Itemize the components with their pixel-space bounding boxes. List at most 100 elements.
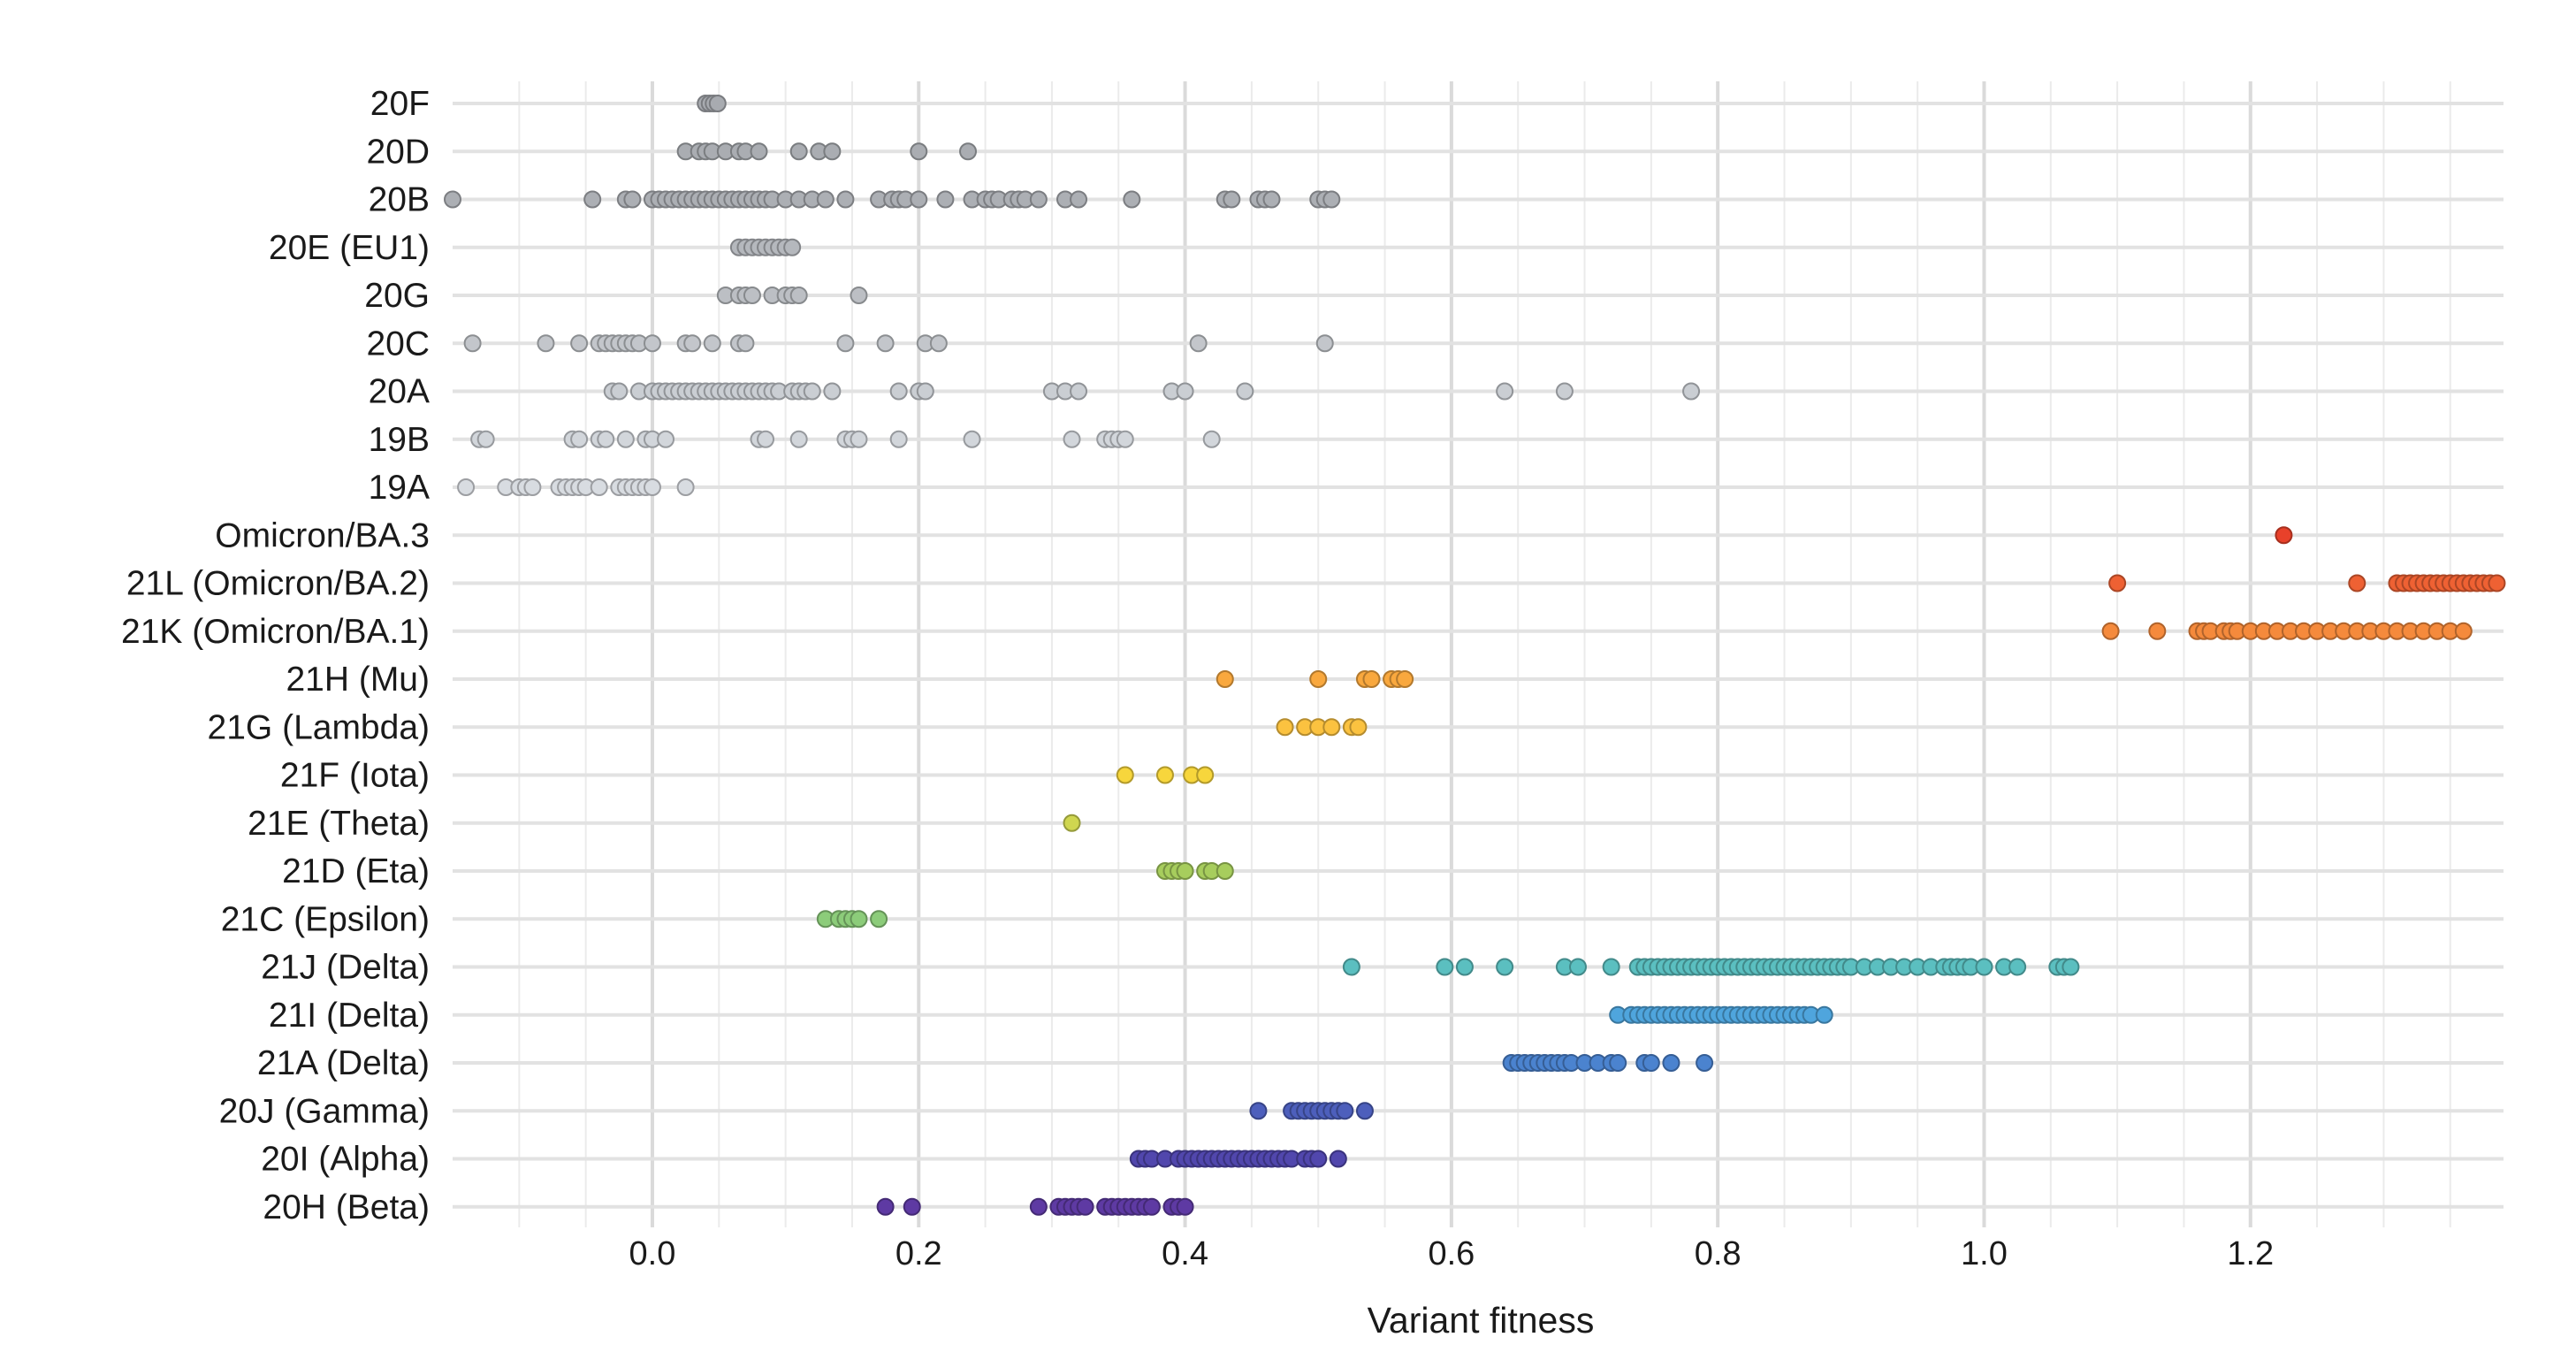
category-label-19b: 19B <box>369 421 430 459</box>
data-point-19b <box>616 430 635 448</box>
category-label-21f-iota: 21F (Iota) <box>280 757 430 795</box>
data-point-20c <box>836 334 855 353</box>
data-point-21h-mu <box>1309 670 1328 688</box>
data-point-21j-delta <box>1568 958 1587 976</box>
data-point-20a <box>889 382 908 401</box>
data-point-20c <box>463 334 482 353</box>
data-point-20j-gamma <box>1249 1102 1268 1120</box>
data-point-20c <box>1315 334 1334 353</box>
data-point-20b <box>623 190 642 209</box>
data-point-21a-delta <box>1662 1054 1680 1072</box>
data-point-21j-delta <box>1436 958 1454 976</box>
category-label-20e-eu1: 20E (EU1) <box>269 229 430 267</box>
data-point-21j-delta <box>2008 958 2027 976</box>
data-point-20b <box>836 190 855 209</box>
data-point-19a <box>676 478 695 496</box>
data-point-20i-alpha <box>1309 1150 1328 1168</box>
data-point-20b <box>910 190 928 209</box>
category-label-21a-delta: 21A (Delta) <box>257 1044 430 1082</box>
data-point-20h-beta <box>903 1197 921 1216</box>
category-labels: 20F 20D 20B 20E (EU1) 20G 20C 20A 19B 19A Omicron… <box>121 85 430 1226</box>
data-point-19b <box>570 430 589 448</box>
data-point-19b <box>597 430 615 448</box>
data-point-20j-gamma <box>1355 1102 1374 1120</box>
data-point-20d <box>750 142 768 161</box>
data-point-20a <box>823 382 842 401</box>
data-point-21f-iota <box>1155 766 1174 784</box>
category-label-21e-theta: 21E (Theta) <box>248 805 430 843</box>
data-point-20b <box>816 190 835 209</box>
data-point-20h-beta <box>876 1197 895 1216</box>
x-axis-title: Variant fitness <box>1368 1300 1595 1341</box>
data-point-20g <box>743 287 761 304</box>
data-point-20b <box>1322 190 1341 209</box>
data-point-20h-beta <box>1029 1197 1048 1216</box>
data-point-19b <box>963 430 981 448</box>
data-point-19a <box>643 478 661 496</box>
data-point-21h-mu <box>1362 670 1381 688</box>
data-point-21g-lambda <box>1322 718 1341 737</box>
data-point-20c <box>876 334 895 353</box>
data-point-20a <box>916 382 934 401</box>
data-point-21a-delta <box>1642 1054 1660 1072</box>
data-point-20d <box>959 142 978 161</box>
data-point-21k-omicron-ba-1 <box>2148 622 2167 640</box>
data-point-20a <box>1496 382 1514 401</box>
data-point-19a <box>457 478 476 496</box>
data-point-20c <box>570 334 589 353</box>
category-label-20a: 20A <box>369 373 430 411</box>
data-point-21c-epsilon <box>870 910 888 928</box>
data-point-19a <box>590 478 608 496</box>
category-label-20f: 20F <box>370 85 430 123</box>
data-point-19b <box>789 430 808 448</box>
data-point-20d <box>789 142 808 161</box>
x-tick-label: 0.8 <box>1695 1235 1741 1272</box>
data-point-21d-eta <box>1216 862 1234 880</box>
data-point-20c <box>683 334 702 353</box>
data-point-21j-delta <box>1342 958 1360 976</box>
data-point-20c <box>736 334 755 353</box>
x-tick-labels: 0.0 0.2 0.4 0.6 0.8 1.0 1.2 <box>629 1235 2275 1272</box>
data-point-20a <box>1236 382 1254 401</box>
category-label-20d: 20D <box>366 133 430 171</box>
data-point-20f <box>708 95 727 112</box>
category-label-21c-epsilon: 21C (Epsilon) <box>221 900 430 938</box>
data-point-21k-omicron-ba-1 <box>2454 622 2473 640</box>
data-point-20a <box>803 382 821 401</box>
data-point-20a <box>1555 382 1574 401</box>
data-point-21k-omicron-ba-1 <box>2101 622 2120 640</box>
data-point-20j-gamma <box>1336 1102 1354 1120</box>
data-points <box>444 95 2506 1216</box>
category-rows <box>453 102 2504 1209</box>
data-point-19b <box>757 430 775 448</box>
data-point-20b <box>936 190 955 209</box>
x-tick-label: 0.4 <box>1162 1235 1208 1272</box>
data-point-20c <box>537 334 555 353</box>
data-point-21j-delta <box>1455 958 1474 976</box>
category-label-21j-delta: 21J (Delta) <box>261 949 430 987</box>
category-label-21l-omicron-ba-2: 21L (Omicron/BA.2) <box>126 565 430 603</box>
data-point-21i-delta <box>1815 1005 1833 1024</box>
data-point-21e-theta <box>1063 814 1081 832</box>
data-point-20b <box>1123 190 1141 209</box>
x-tick-label: 1.0 <box>1961 1235 2008 1272</box>
data-point-20b <box>1029 190 1048 209</box>
data-point-20d <box>823 142 842 161</box>
data-point-20h-beta <box>1076 1197 1094 1216</box>
data-point-21d-eta <box>1176 862 1194 880</box>
data-point-20b <box>1070 190 1088 209</box>
data-point-21c-epsilon <box>850 910 868 928</box>
data-point-omicron-ba-3 <box>2275 526 2293 545</box>
data-point-19b <box>476 430 495 448</box>
data-point-20a <box>1176 382 1194 401</box>
category-label-21k-omicron-ba-1: 21K (Omicron/BA.1) <box>121 613 430 651</box>
data-point-21g-lambda <box>1349 718 1368 737</box>
data-point-20i-alpha <box>1329 1150 1347 1168</box>
data-point-20b <box>1223 190 1241 209</box>
data-point-20c <box>1189 334 1208 353</box>
data-point-21l-omicron-ba-2 <box>2488 574 2506 592</box>
category-label-21g-lambda: 21G (Lambda) <box>208 708 430 746</box>
data-point-20b <box>583 190 602 209</box>
data-point-21l-omicron-ba-2 <box>2348 574 2366 592</box>
